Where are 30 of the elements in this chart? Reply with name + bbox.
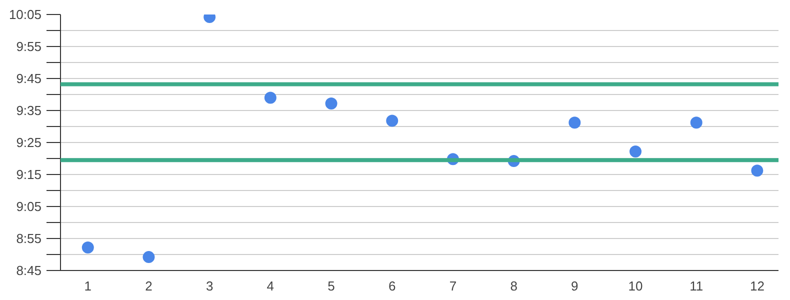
y-tick-label: 8:45 [16,263,42,278]
y-tick-label: 9:25 [16,134,42,150]
x-tick-label: 3 [206,278,214,294]
point [264,92,276,104]
point [690,116,702,129]
x-tick-label: 1 [84,278,92,294]
point [325,97,338,110]
point [568,116,581,129]
x-tick-label: 11 [690,278,704,294]
y-tick-label: 9:05 [16,199,42,214]
point [142,251,155,264]
x-tick-label: 5 [328,278,335,294]
point [751,164,764,177]
x-tick-label: 4 [266,278,274,294]
y-tick-label: 9:15 [16,167,42,182]
y-tick-label: 9:45 [16,70,42,86]
point [386,114,398,127]
point [630,145,642,158]
x-tick-label: 8 [510,278,518,294]
x-tick-label: 9 [571,278,578,294]
y-tick-label: 9:55 [16,38,42,54]
x-tick-label: 6 [388,278,396,294]
x-tick-label: 2 [145,278,152,294]
x-tick-label: 10 [628,278,643,294]
x-tick-label: 12 [750,278,764,294]
point [82,241,94,254]
y-tick-label: 10:05 [8,7,42,22]
x-tick-label: 7 [449,278,457,294]
y-tick-label: 9:35 [16,103,42,118]
y-tick-label: 8:55 [16,230,42,246]
